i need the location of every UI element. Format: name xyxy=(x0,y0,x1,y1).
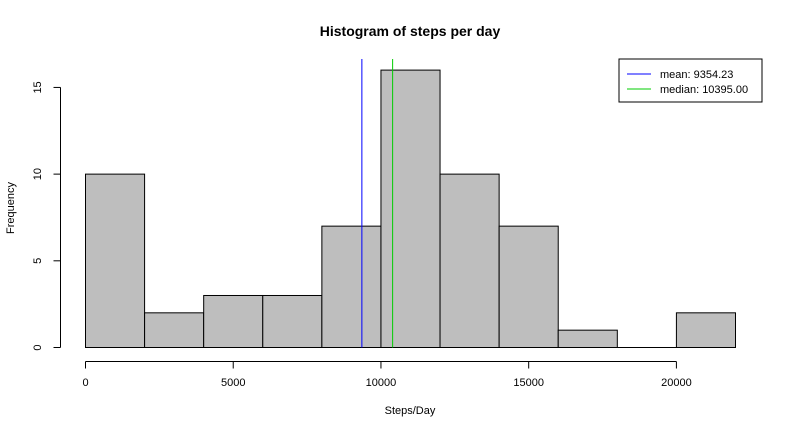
y-axis: 0 5 10 15 xyxy=(32,81,61,351)
histogram-bar xyxy=(85,173,146,348)
y-tick-label: 0 xyxy=(32,344,44,350)
histogram-bar xyxy=(439,173,500,348)
histogram-bar xyxy=(675,312,737,349)
x-axis-label: Steps/Day xyxy=(385,405,436,417)
x-tick-label: 5000 xyxy=(221,377,245,389)
y-tick-label: 15 xyxy=(32,81,44,93)
legend-label-mean: mean: 9354.23 xyxy=(660,69,733,81)
reference-lines xyxy=(361,59,394,348)
x-axis: 0 5000 10000 15000 20000 xyxy=(82,361,692,389)
x-tick-label: 20000 xyxy=(661,377,692,389)
histogram-bar xyxy=(262,294,323,349)
y-axis-label: Frequency xyxy=(5,182,17,234)
x-tick-label: 15000 xyxy=(513,377,544,389)
histogram-bar xyxy=(498,225,559,348)
histogram-bar xyxy=(144,312,205,349)
histogram-bar xyxy=(380,69,441,348)
y-tick-label: 10 xyxy=(32,168,44,180)
y-tick-label: 5 xyxy=(32,258,44,264)
x-tick-label: 0 xyxy=(82,377,88,389)
histogram-bars xyxy=(85,69,737,349)
legend-label-median: median: 10395.00 xyxy=(660,84,748,96)
chart-title: Histogram of steps per day xyxy=(320,23,501,39)
histogram-bar xyxy=(321,225,382,348)
histogram-bar xyxy=(203,294,264,349)
x-tick-label: 10000 xyxy=(366,377,397,389)
legend-box xyxy=(618,58,763,103)
legend: mean: 9354.23 median: 10395.00 xyxy=(618,58,763,103)
histogram-bar xyxy=(557,329,618,349)
